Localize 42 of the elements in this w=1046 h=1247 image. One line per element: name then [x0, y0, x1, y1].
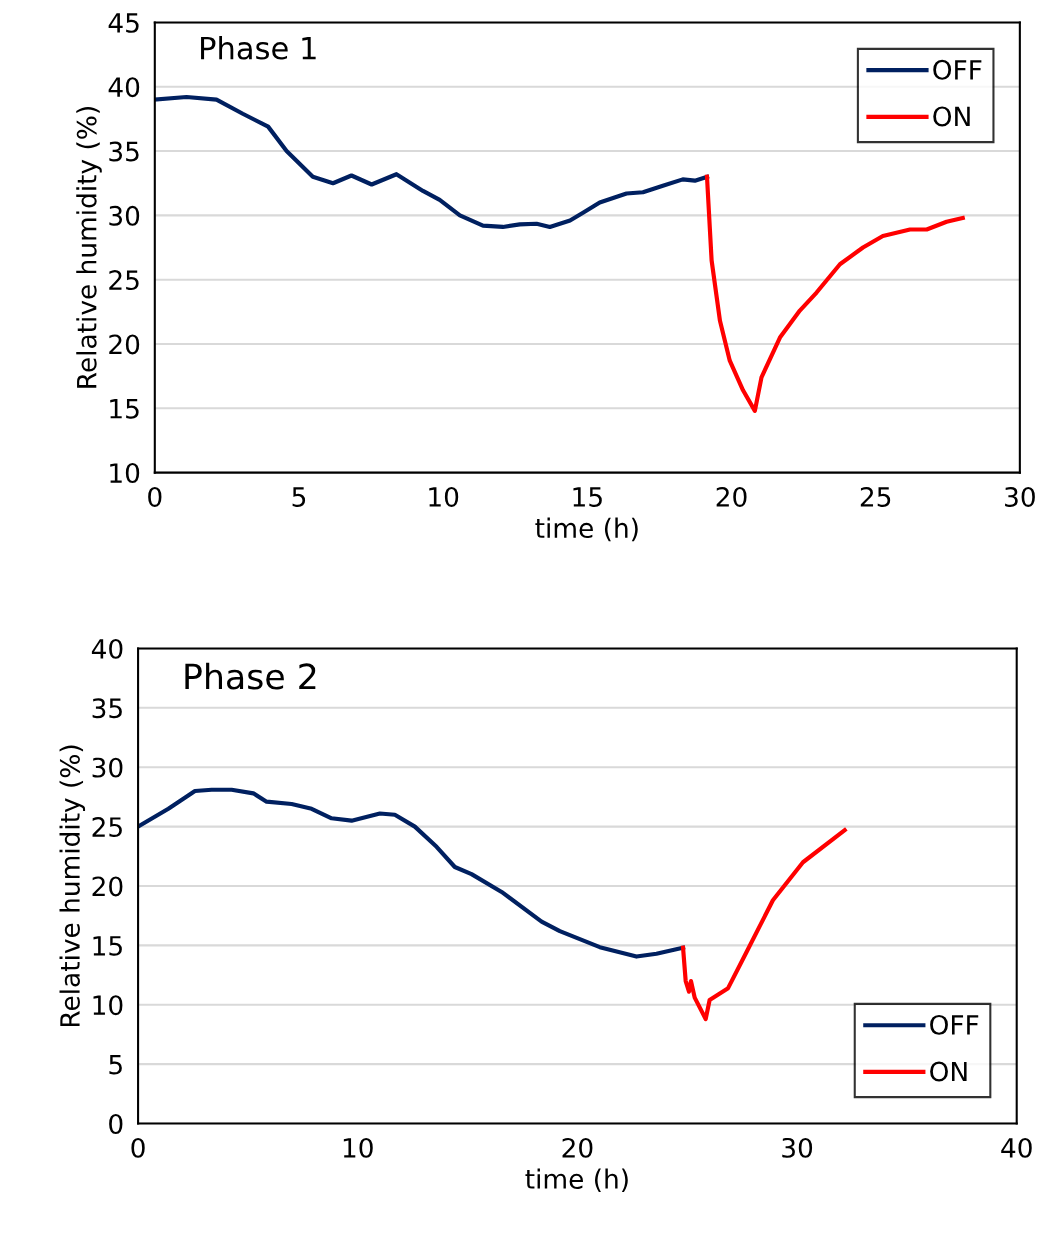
legend-label: ON: [930, 1061, 967, 1082]
y-tick-label: 10: [110, 463, 140, 484]
annotation: Phase 1: [201, 35, 316, 60]
y-tick-label: 25: [109, 270, 139, 291]
x-tick-label: 30: [1005, 486, 1035, 507]
line-series: [704, 174, 965, 413]
y-tick-label: 35: [92, 698, 122, 719]
y-tick-label: 20: [109, 334, 140, 355]
y-axis-title: Relative humidity (%): [59, 745, 86, 1027]
x-tick-label: 10: [343, 1137, 373, 1158]
x-axis-title: time (h): [535, 517, 638, 542]
y-tick-label: 40: [108, 77, 140, 98]
legend-label: OFF: [933, 59, 982, 80]
y-tick-label: 30: [92, 757, 123, 778]
y-tick-label: 0: [109, 1113, 123, 1134]
y-tick-label: 25: [92, 817, 122, 838]
legend-label: OFF: [930, 1014, 979, 1035]
line-series: [154, 94, 710, 230]
x-tick-label: 15: [573, 487, 602, 507]
x-tick-label: 25: [860, 486, 891, 507]
y-tick-label: 30: [109, 205, 140, 226]
y-tick-label: 5: [109, 1054, 122, 1075]
y-axis-title: Relative humidity (%): [76, 107, 102, 388]
y-tick-label: 40: [91, 638, 123, 659]
x-tick-label: 20: [716, 486, 747, 507]
x-tick-label: 10: [429, 486, 459, 507]
y-tick-label: 35: [109, 141, 139, 162]
legend-label: ON: [933, 106, 970, 127]
x-axis-title: time (h): [525, 1168, 628, 1193]
y-tick-label: 45: [108, 13, 139, 33]
x-tick-label: 20: [562, 1137, 593, 1158]
x-tick-label: 5: [292, 487, 306, 507]
x-tick-label: 0: [148, 486, 162, 507]
y-tick-label: 20: [92, 876, 123, 897]
x-tick-label: 40: [1001, 1137, 1032, 1158]
y-tick-label: 15: [110, 399, 139, 419]
y-tick-label: 15: [93, 936, 122, 956]
x-tick-label: 30: [782, 1137, 813, 1158]
line-series: [680, 828, 847, 1022]
line-series: [138, 787, 686, 959]
annotation: Phase 2: [185, 662, 316, 690]
y-tick-label: 10: [93, 995, 123, 1016]
